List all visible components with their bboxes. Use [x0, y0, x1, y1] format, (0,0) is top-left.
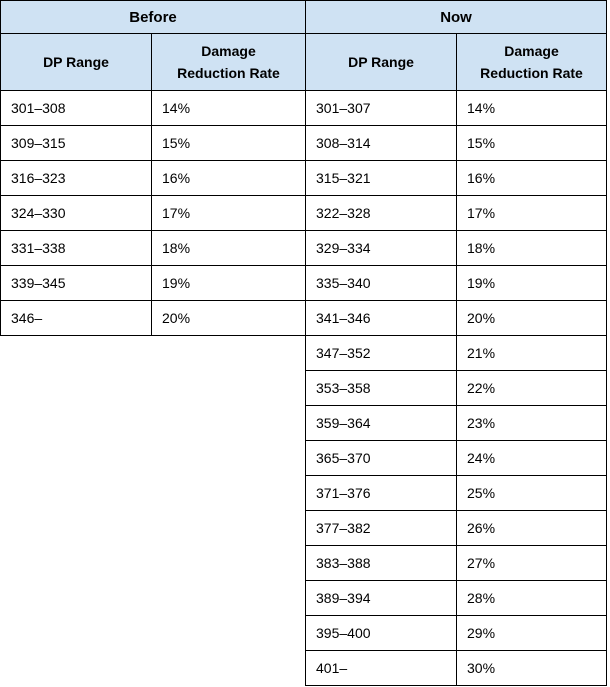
before-rate-cell: 15%: [150, 125, 307, 161]
before-dp-range-header: DP Range: [0, 33, 152, 91]
now-dp-range-cell: 335–340: [305, 265, 458, 301]
table-row: 324–330 17% 322–328 17%: [0, 195, 608, 231]
table-row: 377–382 26%: [0, 510, 608, 546]
before-rate-cell: 16%: [150, 160, 307, 196]
now-rate-cell: 21%: [456, 335, 608, 371]
table-row: 339–345 19% 335–340 19%: [0, 265, 608, 301]
empty-region: [0, 335, 306, 371]
now-rate-cell: 29%: [456, 615, 608, 651]
before-rate-cell: 17%: [150, 195, 307, 231]
now-rate-cell: 24%: [456, 440, 608, 476]
now-dp-range-cell: 322–328: [305, 195, 458, 231]
before-dp-range-cell: 346–: [0, 300, 152, 336]
now-dp-range-cell: 359–364: [305, 405, 458, 441]
table-row: 401– 30%: [0, 650, 608, 686]
table-row: 346– 20% 341–346 20%: [0, 300, 608, 336]
before-dp-range-cell: 331–338: [0, 230, 152, 266]
table-row: 395–400 29%: [0, 615, 608, 651]
now-dp-range-cell: 371–376: [305, 475, 458, 511]
empty-region: [0, 405, 306, 441]
now-rate-cell: 20%: [456, 300, 608, 336]
empty-region: [0, 580, 306, 616]
before-dp-range-cell: 339–345: [0, 265, 152, 301]
before-section-header: Before: [0, 0, 307, 34]
now-dp-range-header: DP Range: [305, 33, 458, 91]
before-rate-cell: 14%: [150, 90, 307, 126]
now-rate-cell: 27%: [456, 545, 608, 581]
now-dp-range-cell: 353–358: [305, 370, 458, 406]
now-rate-cell: 19%: [456, 265, 608, 301]
now-rate-cell: 30%: [456, 650, 608, 686]
empty-region: [0, 370, 306, 406]
now-dp-range-cell: 383–388: [305, 545, 458, 581]
now-dp-range-cell: 395–400: [305, 615, 458, 651]
now-dp-range-cell: 401–: [305, 650, 458, 686]
empty-region: [0, 545, 306, 581]
table-row: 389–394 28%: [0, 580, 608, 616]
now-rate-cell: 26%: [456, 510, 608, 546]
table-row: 316–323 16% 315–321 16%: [0, 160, 608, 196]
empty-region: [0, 510, 306, 546]
now-dp-range-cell: 347–352: [305, 335, 458, 371]
empty-region: [0, 615, 306, 651]
empty-region: [0, 475, 306, 511]
now-damage-reduction-rate-header: Damage Reduction Rate: [456, 33, 608, 91]
now-dp-range-cell: 377–382: [305, 510, 458, 546]
before-rate-cell: 19%: [150, 265, 307, 301]
now-rate-cell: 15%: [456, 125, 608, 161]
table-row: 301–308 14% 301–307 14%: [0, 90, 608, 126]
empty-region: [0, 440, 306, 476]
now-rate-cell: 28%: [456, 580, 608, 616]
now-rate-cell: 16%: [456, 160, 608, 196]
table-row: 353–358 22%: [0, 370, 608, 406]
before-rate-cell: 18%: [150, 230, 307, 266]
now-rate-cell: 23%: [456, 405, 608, 441]
before-rate-cell: 20%: [150, 300, 307, 336]
now-rate-cell: 25%: [456, 475, 608, 511]
now-dp-range-cell: 341–346: [305, 300, 458, 336]
now-rate-cell: 22%: [456, 370, 608, 406]
table-row: 331–338 18% 329–334 18%: [0, 230, 608, 266]
table-row: 383–388 27%: [0, 545, 608, 581]
before-dp-range-cell: 316–323: [0, 160, 152, 196]
now-rate-cell: 14%: [456, 90, 608, 126]
table-row: 365–370 24%: [0, 440, 608, 476]
before-dp-range-cell: 309–315: [0, 125, 152, 161]
table-row: 371–376 25%: [0, 475, 608, 511]
now-dp-range-cell: 329–334: [305, 230, 458, 266]
before-damage-reduction-rate-header: Damage Reduction Rate: [150, 33, 307, 91]
table-row: 309–315 15% 308–314 15%: [0, 125, 608, 161]
column-header-row: DP Range Damage Reduction Rate DP Range …: [0, 33, 608, 91]
now-dp-range-cell: 301–307: [305, 90, 458, 126]
now-dp-range-cell: 389–394: [305, 580, 458, 616]
now-dp-range-cell: 365–370: [305, 440, 458, 476]
table-row: 347–352 21%: [0, 335, 608, 371]
before-dp-range-cell: 301–308: [0, 90, 152, 126]
before-dp-range-cell: 324–330: [0, 195, 152, 231]
now-section-header: Now: [305, 0, 608, 34]
now-rate-cell: 17%: [456, 195, 608, 231]
section-header-row: Before Now: [0, 0, 608, 34]
now-rate-cell: 18%: [456, 230, 608, 266]
table-row: 359–364 23%: [0, 405, 608, 441]
now-dp-range-cell: 315–321: [305, 160, 458, 196]
now-dp-range-cell: 308–314: [305, 125, 458, 161]
empty-region: [0, 650, 306, 686]
